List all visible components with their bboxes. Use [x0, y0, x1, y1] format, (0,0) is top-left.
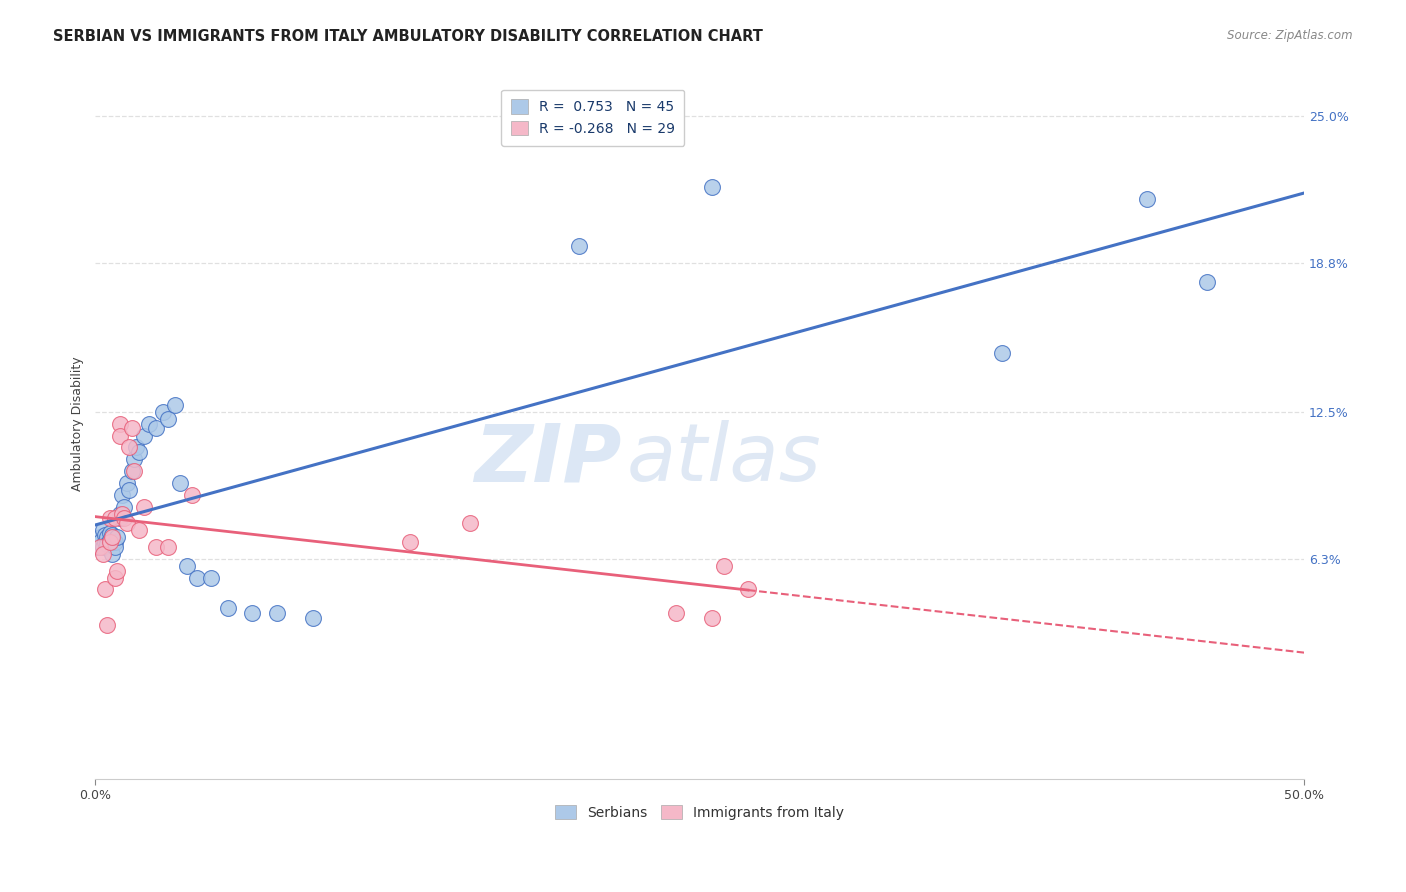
Point [713, 558, 735, 573]
Point [302, 611, 325, 625]
Text: Source: ZipAtlas.com: Source: ZipAtlas.com [1227, 29, 1353, 42]
Point [101, 547, 124, 561]
Point [94, 535, 117, 549]
Point [700, 611, 723, 625]
Point [128, 445, 150, 459]
Point [156, 540, 179, 554]
Point [108, 428, 131, 442]
Point [96, 618, 118, 632]
Point [96, 537, 118, 551]
Point [98, 533, 121, 547]
Point [217, 601, 239, 615]
Point [145, 421, 167, 435]
Point [111, 507, 134, 521]
Point [125, 441, 148, 455]
Point [458, 516, 481, 531]
Point [108, 511, 131, 525]
Point [112, 500, 135, 514]
Point [111, 488, 134, 502]
Point [91, 523, 114, 537]
Point [89, 530, 111, 544]
Point [98, 535, 121, 549]
Point [104, 540, 127, 554]
Point [1136, 192, 1159, 206]
Point [91, 547, 114, 561]
Point [132, 500, 155, 514]
Point [138, 417, 160, 431]
Y-axis label: Ambulatory Disability: Ambulatory Disability [72, 357, 84, 491]
Point [115, 516, 138, 531]
Point [87, 540, 110, 554]
Point [145, 540, 167, 554]
Point [568, 239, 591, 253]
Point [700, 180, 723, 194]
Point [122, 464, 145, 478]
Point [152, 405, 174, 419]
Point [398, 535, 420, 549]
Point [104, 535, 127, 549]
Text: atlas: atlas [627, 420, 823, 499]
Point [1197, 275, 1219, 289]
Point [104, 511, 127, 525]
Point [121, 464, 143, 478]
Legend: Serbians, Immigrants from Italy: Serbians, Immigrants from Italy [550, 799, 849, 825]
Point [118, 483, 141, 497]
Point [94, 528, 117, 542]
Point [991, 345, 1014, 359]
Text: SERBIAN VS IMMIGRANTS FROM ITALY AMBULATORY DISABILITY CORRELATION CHART: SERBIAN VS IMMIGRANTS FROM ITALY AMBULAT… [53, 29, 763, 44]
Point [176, 558, 198, 573]
Point [108, 417, 131, 431]
Point [112, 511, 135, 525]
Point [165, 398, 187, 412]
Point [89, 540, 111, 554]
Point [132, 428, 155, 442]
Text: ZIP: ZIP [474, 420, 621, 499]
Point [105, 530, 128, 544]
Point [91, 540, 114, 554]
Point [169, 475, 191, 490]
Point [89, 535, 111, 549]
Point [104, 571, 127, 585]
Point [121, 421, 143, 435]
Point [115, 475, 138, 490]
Point [118, 441, 141, 455]
Point [101, 530, 124, 544]
Point [122, 452, 145, 467]
Point [96, 530, 118, 544]
Point [101, 528, 124, 542]
Point [737, 582, 759, 597]
Point [242, 606, 264, 620]
Point [200, 571, 222, 585]
Point [664, 606, 686, 620]
Point [105, 564, 128, 578]
Point [128, 523, 150, 537]
Point [108, 507, 131, 521]
Point [94, 582, 117, 597]
Point [98, 511, 121, 525]
Point [266, 606, 288, 620]
Point [181, 488, 204, 502]
Point [186, 571, 208, 585]
Point [156, 412, 179, 426]
Point [98, 525, 121, 540]
